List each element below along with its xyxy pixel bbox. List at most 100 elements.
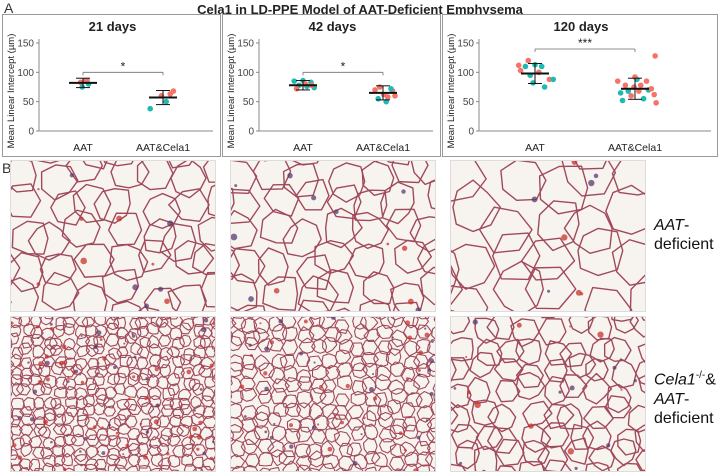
alveolus xyxy=(253,327,270,344)
alveolus xyxy=(114,413,128,428)
alveolus xyxy=(95,427,109,441)
cell-stain xyxy=(403,448,407,452)
y-axis-label: Mean Linear Intercept (µm) xyxy=(6,34,17,149)
alveolus xyxy=(577,227,624,277)
cell-stain xyxy=(127,397,131,401)
data-point xyxy=(170,88,177,94)
alveolus xyxy=(190,395,202,410)
cell-stain xyxy=(80,380,85,385)
cell-stain xyxy=(123,342,126,345)
alveolus xyxy=(524,266,577,310)
alveolus xyxy=(295,464,313,471)
cell-stain xyxy=(424,332,430,338)
alveolus xyxy=(87,358,100,370)
alveolus xyxy=(21,335,35,349)
cell-stain xyxy=(196,447,200,451)
alveolus xyxy=(17,342,33,356)
alveolus xyxy=(65,405,79,418)
alveolus xyxy=(127,372,141,387)
cell-stain xyxy=(146,396,150,400)
cell-stain xyxy=(67,375,70,379)
alveolus xyxy=(410,161,435,186)
cell-stain xyxy=(192,426,198,432)
cell-stain xyxy=(144,303,149,309)
alveolus xyxy=(18,317,31,327)
alveolus xyxy=(170,161,207,199)
cell-stain xyxy=(516,322,522,328)
alveolus xyxy=(11,397,25,410)
data-point xyxy=(622,82,629,89)
alveolus xyxy=(76,345,91,358)
alveolus xyxy=(41,271,80,311)
cell-stain xyxy=(363,416,366,420)
cell-stain xyxy=(273,422,276,426)
alveolus xyxy=(627,404,645,433)
alveolar-walls xyxy=(11,317,215,471)
alveolus xyxy=(11,464,23,471)
alveolus xyxy=(493,358,524,382)
alveolus xyxy=(282,442,297,458)
alveolus xyxy=(359,298,391,311)
alveolus xyxy=(28,458,41,471)
alveolus xyxy=(239,388,258,402)
alveolus xyxy=(41,356,56,368)
alveolus xyxy=(210,325,215,339)
alveolus xyxy=(259,208,299,244)
alveolus xyxy=(40,164,79,201)
alveolus xyxy=(92,372,105,387)
micrograph-cela1-day42 xyxy=(230,316,436,472)
alveolus xyxy=(243,330,261,347)
alveolus xyxy=(268,317,285,332)
cell-stain xyxy=(38,361,44,367)
alveolus xyxy=(200,465,213,471)
cell-stain xyxy=(547,289,551,293)
alveolus xyxy=(492,260,544,311)
alveolus xyxy=(43,374,58,389)
alveolus xyxy=(331,414,350,431)
alveolus xyxy=(197,216,215,252)
x-tick-label: AAT&Cela1 xyxy=(356,142,410,154)
cell-stain xyxy=(133,355,137,359)
chart-title: 21 days xyxy=(89,19,137,34)
alveolus xyxy=(231,402,243,419)
cell-stain xyxy=(311,425,317,430)
alveolus xyxy=(102,405,116,417)
alveolus xyxy=(403,463,419,471)
alveolus xyxy=(136,357,149,370)
alveolus xyxy=(52,444,66,458)
cell-stain xyxy=(398,431,403,436)
cell-stain xyxy=(269,435,274,440)
cell-stain xyxy=(413,468,419,471)
alveolus xyxy=(385,348,402,366)
alveolus xyxy=(389,424,405,440)
alveolus xyxy=(127,454,141,468)
alveolus xyxy=(296,402,312,420)
alveolus xyxy=(387,399,402,415)
cell-stain xyxy=(44,354,50,359)
alveolus xyxy=(231,376,242,394)
y-tick-label: 100 xyxy=(457,68,474,79)
alveolus xyxy=(158,434,172,447)
alveolus xyxy=(610,438,637,467)
cell-stain xyxy=(36,336,40,340)
alveolus xyxy=(389,361,406,377)
cell-stain xyxy=(41,380,44,383)
data-point xyxy=(550,76,557,83)
alveolus xyxy=(167,433,181,447)
alveolus xyxy=(282,394,298,409)
alveolus xyxy=(243,464,259,471)
cell-stain xyxy=(193,409,197,412)
alveolus xyxy=(292,161,319,166)
cell-stain xyxy=(431,340,434,343)
alveolus xyxy=(76,414,90,428)
alveolus xyxy=(127,442,141,456)
cell-stain xyxy=(196,434,202,440)
alveolus xyxy=(147,444,162,456)
alveolus xyxy=(413,353,429,369)
row-label-cela1: Cela1 xyxy=(654,371,696,389)
alveolus xyxy=(11,324,22,338)
alveolus xyxy=(231,209,258,250)
cell-stain xyxy=(49,326,54,331)
alveolus xyxy=(311,364,330,380)
alveolus xyxy=(180,354,193,366)
